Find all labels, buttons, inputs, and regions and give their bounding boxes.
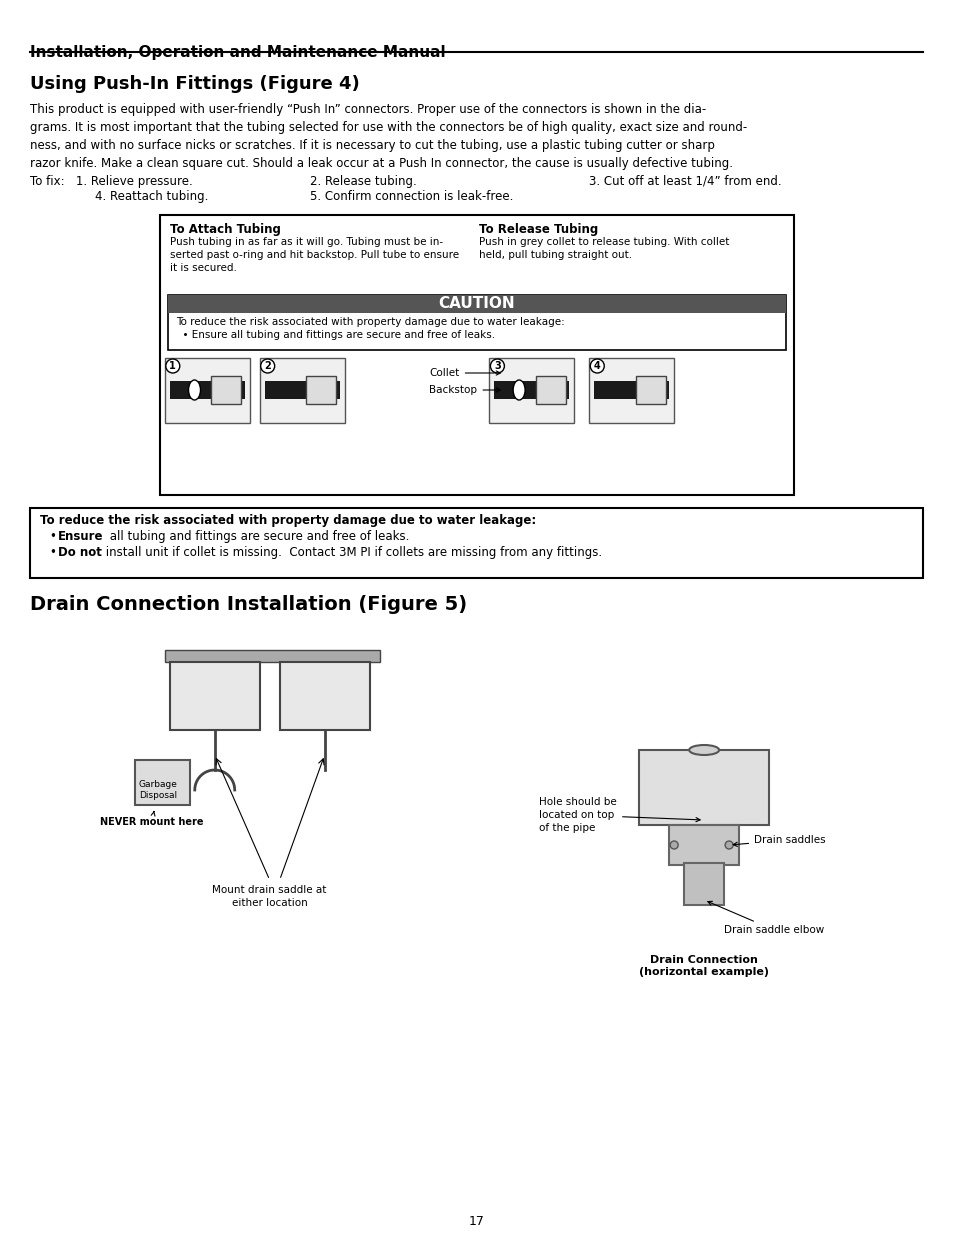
Text: Do not: Do not (58, 546, 102, 559)
Text: 4: 4 (594, 361, 600, 370)
Bar (259, 358, 344, 424)
Circle shape (670, 841, 678, 848)
Text: To fix:   1. Relieve pressure.: To fix: 1. Relieve pressure. (30, 175, 193, 188)
Text: Using Push-In Fittings (Figure 4): Using Push-In Fittings (Figure 4) (30, 75, 359, 93)
Text: NEVER mount here: NEVER mount here (100, 811, 203, 827)
Bar (589, 358, 674, 424)
Text: Garbage
Disposal: Garbage Disposal (139, 781, 177, 800)
Bar (168, 295, 785, 312)
Bar (160, 215, 793, 495)
Text: To reduce the risk associated with property damage due to water leakage:: To reduce the risk associated with prope… (40, 514, 536, 527)
Text: Push tubing in as far as it will go. Tubing must be in-
serted past o-ring and h: Push tubing in as far as it will go. Tub… (170, 237, 458, 273)
Bar (494, 382, 569, 399)
Bar (536, 375, 565, 404)
Bar (134, 760, 190, 805)
Text: Ensure: Ensure (58, 530, 103, 543)
Bar (264, 382, 339, 399)
Bar (683, 863, 723, 905)
Text: Drain saddles: Drain saddles (732, 835, 825, 846)
Text: Backstop: Backstop (429, 385, 499, 395)
Text: 2: 2 (264, 361, 271, 370)
Text: CAUTION: CAUTION (438, 296, 515, 311)
Text: 3. Cut off at least 1/4” from end.: 3. Cut off at least 1/4” from end. (589, 175, 781, 188)
Bar (279, 662, 369, 730)
Text: Collet: Collet (429, 368, 500, 378)
Circle shape (724, 841, 732, 848)
Circle shape (590, 359, 603, 373)
Bar (165, 358, 250, 424)
Text: Drain Connection
(horizontal example): Drain Connection (horizontal example) (639, 955, 768, 977)
Text: 5. Confirm connection is leak-free.: 5. Confirm connection is leak-free. (310, 190, 513, 203)
Text: •: • (50, 546, 60, 559)
Text: Push in grey collet to release tubing. With collet
held, pull tubing straight ou: Push in grey collet to release tubing. W… (479, 237, 729, 261)
Text: 17: 17 (468, 1215, 484, 1228)
Circle shape (490, 359, 504, 373)
Text: To Release Tubing: To Release Tubing (479, 224, 598, 236)
Text: Drain Connection Installation (Figure 5): Drain Connection Installation (Figure 5) (30, 595, 467, 614)
Bar (639, 750, 768, 825)
Text: Drain saddle elbow: Drain saddle elbow (707, 902, 823, 935)
Text: •: • (50, 530, 60, 543)
Ellipse shape (189, 380, 200, 400)
Text: Hole should be
located on top
of the pipe: Hole should be located on top of the pip… (538, 797, 700, 834)
Bar (212, 375, 241, 404)
Ellipse shape (688, 745, 719, 755)
Text: install unit if collet is missing.  Contact 3M PI if collets are missing from an: install unit if collet is missing. Conta… (102, 546, 601, 559)
Text: 2. Release tubing.: 2. Release tubing. (310, 175, 416, 188)
Bar (168, 295, 785, 350)
Bar (594, 382, 668, 399)
Text: 3: 3 (494, 361, 500, 370)
Text: Installation, Operation and Maintenance Manual: Installation, Operation and Maintenance … (30, 44, 445, 61)
Text: 1: 1 (170, 361, 176, 370)
Bar (306, 375, 335, 404)
Bar (489, 358, 574, 424)
Bar (668, 825, 739, 864)
Circle shape (166, 359, 179, 373)
Bar (165, 650, 379, 662)
Text: 4. Reattach tubing.: 4. Reattach tubing. (94, 190, 208, 203)
Text: Mount drain saddle at
either location: Mount drain saddle at either location (213, 885, 327, 908)
Ellipse shape (513, 380, 524, 400)
Bar (636, 375, 665, 404)
Circle shape (260, 359, 274, 373)
Text: This product is equipped with user-friendly “Push In” connectors. Proper use of : This product is equipped with user-frien… (30, 103, 746, 170)
Bar (170, 662, 259, 730)
Text: To reduce the risk associated with property damage due to water leakage:
  • Ens: To reduce the risk associated with prope… (175, 317, 564, 340)
Text: all tubing and fittings are secure and free of leaks.: all tubing and fittings are secure and f… (106, 530, 409, 543)
Bar (170, 382, 245, 399)
Text: To Attach Tubing: To Attach Tubing (170, 224, 280, 236)
Bar (30, 508, 922, 578)
